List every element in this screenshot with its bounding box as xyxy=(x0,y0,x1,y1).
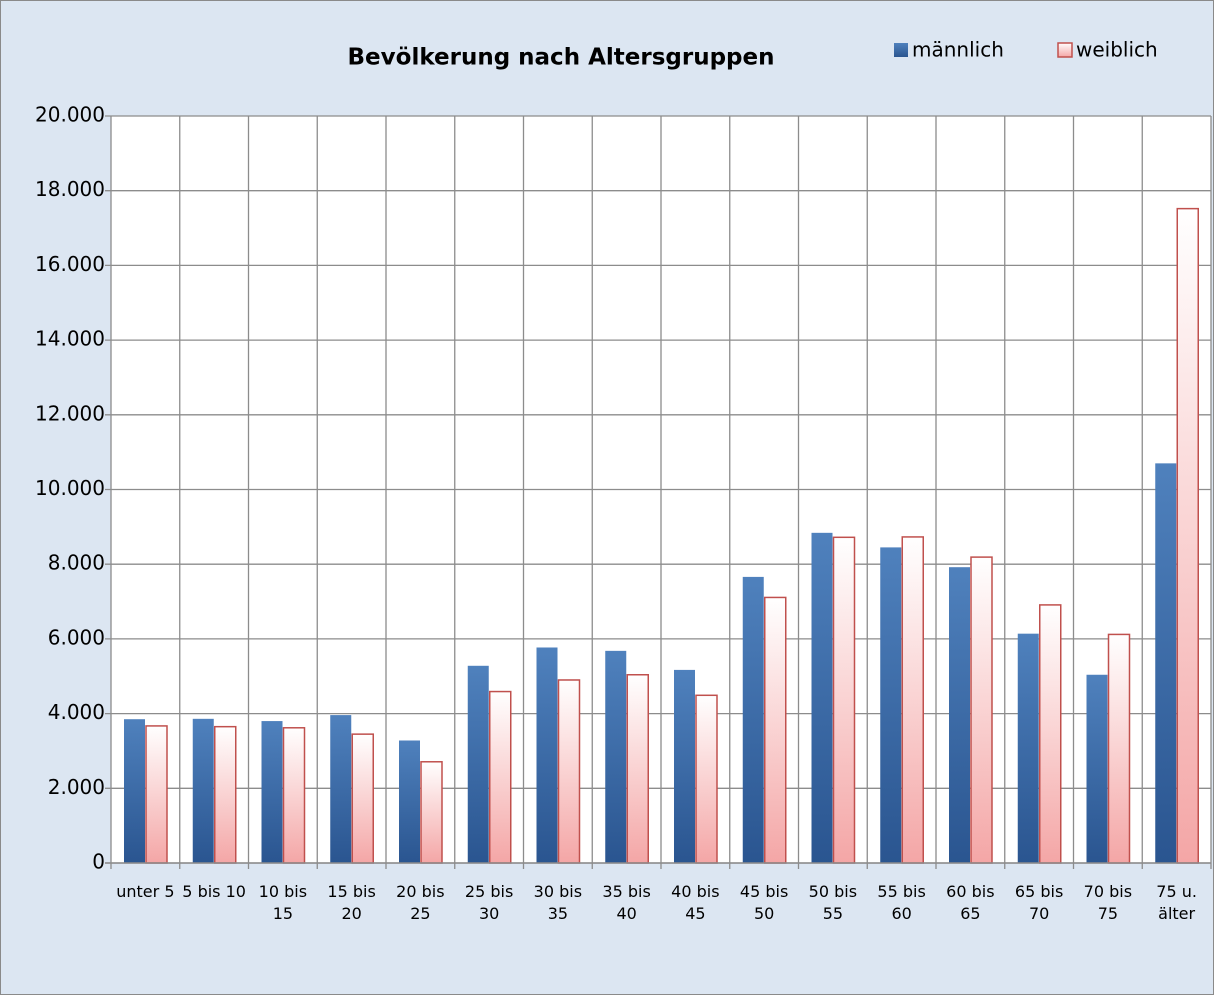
bar xyxy=(674,669,695,863)
x-tick-label: 65 bis 70 xyxy=(1014,882,1064,923)
bar xyxy=(695,694,718,864)
bar xyxy=(1086,674,1108,863)
x-tick-label: 5 bis 10 xyxy=(182,882,246,901)
bar xyxy=(901,536,924,864)
y-tick-label: 0 xyxy=(92,850,105,874)
bar xyxy=(557,679,581,864)
bar xyxy=(145,725,168,864)
x-tick-label: 40 bis 45 xyxy=(671,882,720,923)
bar xyxy=(832,536,856,864)
x-tick-label: 35 bis 40 xyxy=(602,882,651,923)
bar xyxy=(214,725,237,864)
y-tick-label: 20.000 xyxy=(35,103,105,127)
bar xyxy=(949,567,970,863)
bar xyxy=(1155,463,1177,863)
x-tick-label: 15 bis 20 xyxy=(327,882,376,923)
chart-title: Bevölkerung nach Altersgruppen xyxy=(348,45,775,71)
x-tick-label: 60 bis 65 xyxy=(946,882,995,923)
y-tick-label: 10.000 xyxy=(35,476,105,500)
y-tick-label: 16.000 xyxy=(35,252,105,276)
bar xyxy=(467,665,489,863)
x-tick-label: 25 bis 30 xyxy=(464,882,514,923)
bar xyxy=(261,721,283,863)
x-tick-label: 55 bis 60 xyxy=(877,882,926,923)
y-tick-label: 8.000 xyxy=(48,551,105,575)
y-tick-label: 18.000 xyxy=(35,177,105,201)
bar xyxy=(1039,604,1062,864)
bar xyxy=(626,674,649,864)
bar xyxy=(970,556,993,864)
bar xyxy=(605,650,627,863)
x-tick-label: 50 bis 55 xyxy=(808,882,858,923)
bar xyxy=(764,596,787,864)
x-tick-label: 30 bis 35 xyxy=(533,882,583,923)
y-tick-label: 14.000 xyxy=(35,327,105,351)
legend-swatch xyxy=(1057,42,1073,58)
x-tick-label: unter 5 xyxy=(116,882,175,901)
bar xyxy=(1017,633,1039,863)
x-tick-label: 70 bis 75 xyxy=(1083,882,1133,923)
legend-swatch xyxy=(894,43,908,57)
y-tick-label: 6.000 xyxy=(48,625,105,649)
bar xyxy=(192,718,214,863)
y-tick-label: 2.000 xyxy=(48,775,105,799)
bar xyxy=(282,727,306,864)
bar xyxy=(1107,633,1131,864)
x-tick-label: 75 u. älter xyxy=(1156,882,1197,923)
bar xyxy=(880,547,902,863)
bar xyxy=(742,576,764,863)
legend-label: männlich xyxy=(912,38,1004,62)
legend-label: weiblich xyxy=(1076,38,1158,62)
bar xyxy=(330,715,352,863)
bar xyxy=(1176,207,1199,864)
bar xyxy=(399,740,420,863)
y-tick-label: 12.000 xyxy=(35,401,105,425)
bar xyxy=(420,761,443,864)
x-tick-label: 10 bis 15 xyxy=(258,882,308,923)
bar xyxy=(536,647,558,863)
bar xyxy=(811,532,833,863)
bar xyxy=(351,733,374,864)
bar xyxy=(124,719,145,863)
y-tick-label: 4.000 xyxy=(48,700,105,724)
bar xyxy=(489,690,512,864)
x-tick-label: 20 bis 25 xyxy=(396,882,445,923)
x-tick-label: 45 bis 50 xyxy=(739,882,789,923)
